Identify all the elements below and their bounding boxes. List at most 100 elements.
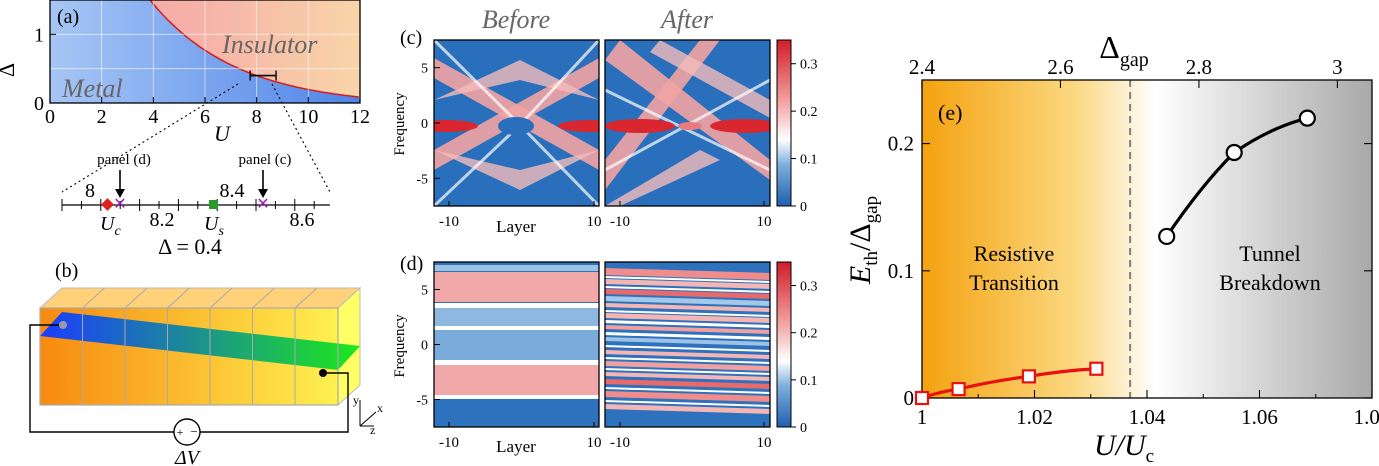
insulator-label: Insulator xyxy=(221,30,318,59)
e-y-tick-label: 0 xyxy=(904,386,915,410)
heatmap-after-c-features xyxy=(605,40,770,206)
heatmap-band xyxy=(605,404,770,414)
data-point-square xyxy=(914,390,930,406)
panel-e-label: (e) xyxy=(938,100,962,125)
cross-marker-c: ✕ xyxy=(256,196,269,213)
panel-a-ticks: 0 2 4 6 8 10 12 0 1 xyxy=(34,24,370,128)
arrow-d-label: panel (d) xyxy=(97,152,151,168)
arrow-d-head xyxy=(115,189,125,198)
box-layer-line-top xyxy=(294,287,318,309)
panel-d: 5 0 -5 -10 10 -10 10 0.3 0.2 0.1 0 (d) Frequency L… xyxy=(392,253,818,456)
heatmap-band xyxy=(605,372,770,381)
arrow-c-head xyxy=(258,189,268,198)
heatmap-band xyxy=(605,361,770,371)
box-layer-line-top xyxy=(252,287,275,309)
box-layer-line-top xyxy=(82,287,105,309)
uc-marker xyxy=(101,198,114,211)
heatmap-band xyxy=(605,357,770,364)
heatmap-band xyxy=(605,289,770,299)
data-point-square xyxy=(951,381,966,397)
heatmap-x-tick-label: -10 xyxy=(610,435,630,451)
heatmap-band xyxy=(605,337,770,346)
e-top-tick-label: 2.6 xyxy=(1047,55,1073,79)
heatmap-x-tick-label: 10 xyxy=(757,214,772,230)
heatmap-x-tick-label: -10 xyxy=(439,214,459,230)
heatmap-y-tick-label: 0 xyxy=(421,117,428,132)
heatmap-y-tick-label: -5 xyxy=(416,394,428,409)
panel-d-ticks: 5 0 -5 -10 10 -10 10 0.3 0.2 0.1 0 xyxy=(416,280,817,451)
heatmap-band xyxy=(605,350,770,359)
heatmap-band xyxy=(605,400,770,407)
box-outline xyxy=(39,307,339,406)
phase-boundary-curve xyxy=(149,0,359,98)
panel-c-xlabel: Layer xyxy=(496,217,536,236)
panel-e-ticks: 1 1.02 1.04 1.06 1.08 0 0.1 0.2 2.4 2.6 2.8 3 xyxy=(888,55,1379,429)
region-right-line2: Breakdown xyxy=(1219,270,1320,295)
heatmap-x-tick-label: 10 xyxy=(757,435,772,451)
box-top-face xyxy=(38,287,362,309)
colorbar-c xyxy=(776,39,792,207)
x-tick-label: 2 xyxy=(97,106,107,128)
voltage-plus: + xyxy=(177,425,184,439)
colorbar-tick-label: 0.1 xyxy=(800,374,818,389)
x-tick-label: 12 xyxy=(350,106,370,128)
panel-c-ticks: 5 0 -5 -10 10 -10 10 0.3 0.2 0.1 0 xyxy=(416,58,817,230)
heatmap-band xyxy=(605,387,770,394)
e-top-tick-label: 2.8 xyxy=(1186,55,1212,79)
heatmap-band xyxy=(605,313,770,323)
heatmap-band xyxy=(605,368,770,375)
axis-z-label: z xyxy=(370,423,375,437)
panel-e-background xyxy=(922,80,1372,398)
voltage-minus: − xyxy=(190,424,197,439)
box-layer-lines xyxy=(82,287,318,405)
data-point-square xyxy=(1021,369,1036,384)
heatmap-before-d-bands xyxy=(434,265,599,399)
heatmap-y-tick-label: -5 xyxy=(416,172,428,187)
heatmap-band xyxy=(605,268,770,280)
box-layer-line-top xyxy=(167,287,190,309)
panel-e-xlabel: U/Uc xyxy=(1094,429,1154,466)
panel-d-xlabel: Layer xyxy=(496,437,536,456)
zoom-tick-label-8: 8 xyxy=(85,180,95,202)
box-layer-line-top xyxy=(209,287,233,309)
panel-b: (b) + − ΔV y x z xyxy=(29,260,383,466)
heatmap-band xyxy=(605,325,770,334)
heatmap-x-tick-label: 10 xyxy=(587,214,602,230)
zoom-tick-label-8.2: 8.2 xyxy=(150,209,175,231)
e-top-tick-label: 2.4 xyxy=(909,55,936,79)
panel-b-label: (b) xyxy=(55,260,78,282)
heatmap-band xyxy=(605,279,770,289)
region-right-line1: Tunnel xyxy=(1239,241,1301,266)
heatmap-band xyxy=(605,345,770,352)
panel-e-top-axis-label: Δgap xyxy=(1099,29,1148,71)
e-x-tick-label: 1.08 xyxy=(1354,405,1379,429)
us-marker xyxy=(209,200,218,209)
colorbar-tick-label: 0 xyxy=(800,200,807,215)
colorbar-tick-label: 0.3 xyxy=(800,58,818,73)
heatmap-x-tick-label: 10 xyxy=(587,435,602,451)
panel-a-xlabel: U xyxy=(214,121,232,146)
e-x-tick-label: 1.04 xyxy=(1129,405,1166,429)
uc-label: Uc xyxy=(100,213,121,239)
panel-c-label: (c) xyxy=(400,27,422,49)
panel-a-label: (a) xyxy=(57,6,79,28)
x-tick-label: 8 xyxy=(252,106,262,128)
panel-e-ylabel: Eth/Δgap xyxy=(844,196,882,285)
e-y-tick-label: 0.1 xyxy=(888,259,914,283)
title-after: After xyxy=(659,5,714,34)
x-tick-label: 0 xyxy=(45,106,55,128)
x-tick-label: 6 xyxy=(200,106,210,128)
heatmap-after-d-bands xyxy=(605,268,770,414)
data-point-circle xyxy=(1298,109,1316,127)
heatmap-band xyxy=(605,286,770,293)
panel-e-series xyxy=(914,109,1316,406)
voltage-source-icon xyxy=(173,418,201,446)
box-layer-line-top xyxy=(124,287,148,309)
heatmap-band xyxy=(605,391,770,402)
axis-y-label: y xyxy=(353,393,359,407)
y-tick-label: 0 xyxy=(34,93,44,115)
heatmap-band xyxy=(605,276,770,283)
data-point-circle xyxy=(1225,143,1243,162)
x-tick-label: 10 xyxy=(298,106,318,128)
panel-a: 0 2 4 6 8 10 12 0 1 (a) Insulator Metal U Δ xyxy=(0,0,370,146)
